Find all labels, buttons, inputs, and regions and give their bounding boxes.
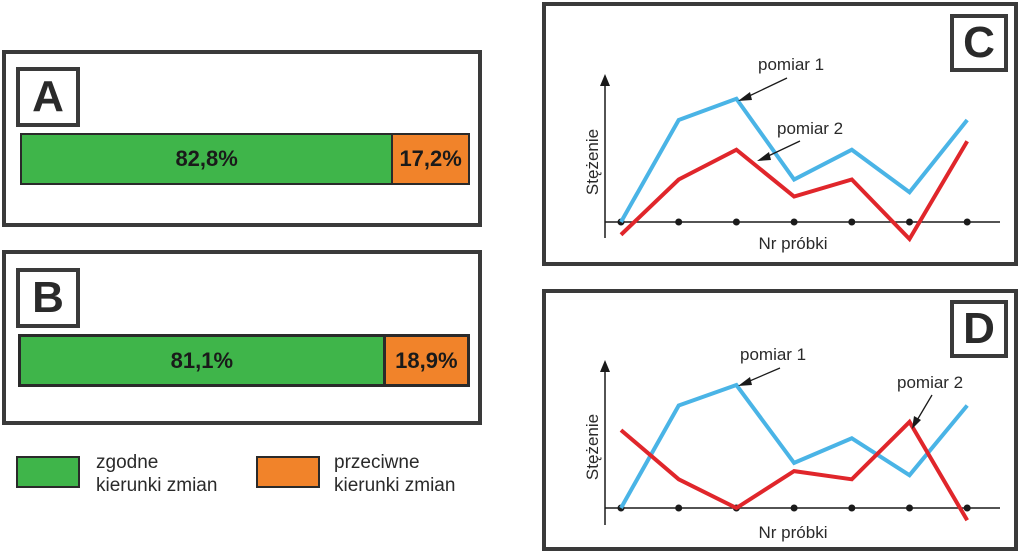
bar-a-orange-label: 17,2% xyxy=(399,146,462,171)
panel-b-label: B xyxy=(16,268,80,328)
legend-orange-text: przeciwne kierunki zmian xyxy=(334,451,455,497)
legend-green-line2: kierunki zmian xyxy=(96,475,218,496)
bar-b-orange-segment: 18,9% xyxy=(382,334,470,387)
bar-a-green-label: 82,8% xyxy=(175,146,238,171)
legend-orange-swatch xyxy=(256,456,320,488)
bar-a: 82,8% 17,2% xyxy=(20,133,470,185)
legend-green-line1: zgodne xyxy=(96,452,159,473)
panel-d-label: D xyxy=(950,300,1008,358)
panel-c-label: C xyxy=(950,14,1008,72)
panel-c xyxy=(542,2,1018,266)
bar-b-orange-label: 18,9% xyxy=(395,347,458,373)
bar-b-green-label: 81,1% xyxy=(170,347,234,373)
legend-orange-line1: przeciwne xyxy=(334,452,420,473)
legend-green-swatch xyxy=(16,456,80,488)
panel-d xyxy=(542,289,1018,551)
bar-a-green-segment: 82,8% xyxy=(22,135,392,183)
bar-a-orange-segment: 17,2% xyxy=(391,135,468,183)
panel-a-label: A xyxy=(16,67,80,127)
legend-orange-line2: kierunki zmian xyxy=(334,475,456,496)
bar-b-green-segment: 81,1% xyxy=(21,337,383,384)
legend-green-text: zgodne kierunki zmian xyxy=(96,451,217,497)
bar-b: 81,1% 18,9% xyxy=(18,334,470,387)
